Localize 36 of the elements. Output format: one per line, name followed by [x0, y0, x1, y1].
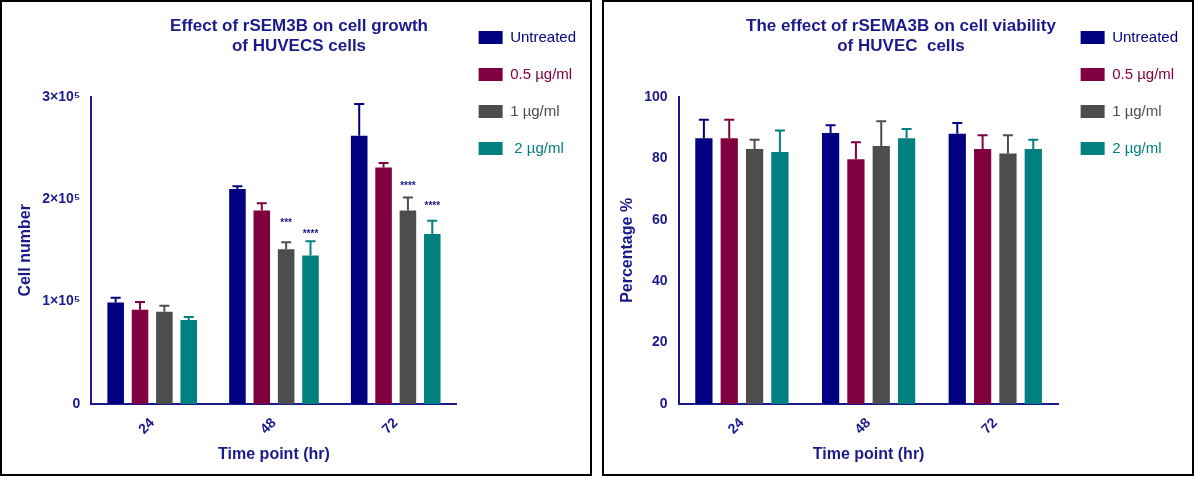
legend-label: Untreated	[510, 27, 576, 45]
annotation: ****	[400, 179, 416, 191]
y-axis-title: Cell number	[16, 204, 34, 297]
x-tick-label: 24	[724, 414, 747, 437]
x-axis-title: Time point (hr)	[218, 444, 330, 462]
bar	[180, 319, 198, 404]
legend-label: Untreated	[1112, 27, 1178, 45]
annotation: ***	[280, 216, 293, 228]
annotation: ****	[302, 228, 319, 240]
chart-title: Effect of rSEM3B on cell growth of HUVECS cells	[170, 15, 428, 56]
x-tick-label: 48	[851, 414, 874, 437]
y-tick-label: 3×10⁵	[42, 87, 81, 104]
x-tick-label: 72	[977, 414, 1001, 437]
legend-label: 1 µg/ml	[1112, 101, 1162, 119]
y-tick-label: 2×10⁵	[42, 190, 81, 207]
legend-label: 1 µg/ml	[510, 101, 560, 119]
y-tick-label: 60	[651, 210, 668, 227]
chart-title: The effect of rSEMA3B on cell viability of HUVEC cells	[746, 15, 1057, 56]
legend-label: 0.5 µg/ml	[1112, 64, 1175, 82]
y-tick-label: 100	[644, 87, 668, 104]
x-tick-label: 48	[256, 414, 279, 437]
legend-label: 2 µg/ml	[1112, 138, 1162, 156]
y-tick-label: 80	[651, 149, 668, 166]
y-tick-label: 0	[72, 394, 81, 411]
y-axis-title: Percentage %	[618, 197, 636, 303]
y-tick-label: 0	[659, 394, 668, 411]
x-axis-title: Time point (hr)	[812, 444, 925, 462]
y-tick-label: 1×10⁵	[42, 292, 81, 309]
legend-label: 2 µg/ml	[510, 138, 564, 156]
x-tick-label: 24	[134, 414, 158, 437]
annotation: ****	[424, 200, 441, 212]
y-tick-label: 40	[651, 271, 668, 288]
y-tick-label: 20	[651, 333, 668, 350]
x-tick-label: 72	[378, 414, 401, 437]
legend-label: 0.5 µg/ml	[510, 64, 573, 82]
bar	[229, 188, 246, 404]
